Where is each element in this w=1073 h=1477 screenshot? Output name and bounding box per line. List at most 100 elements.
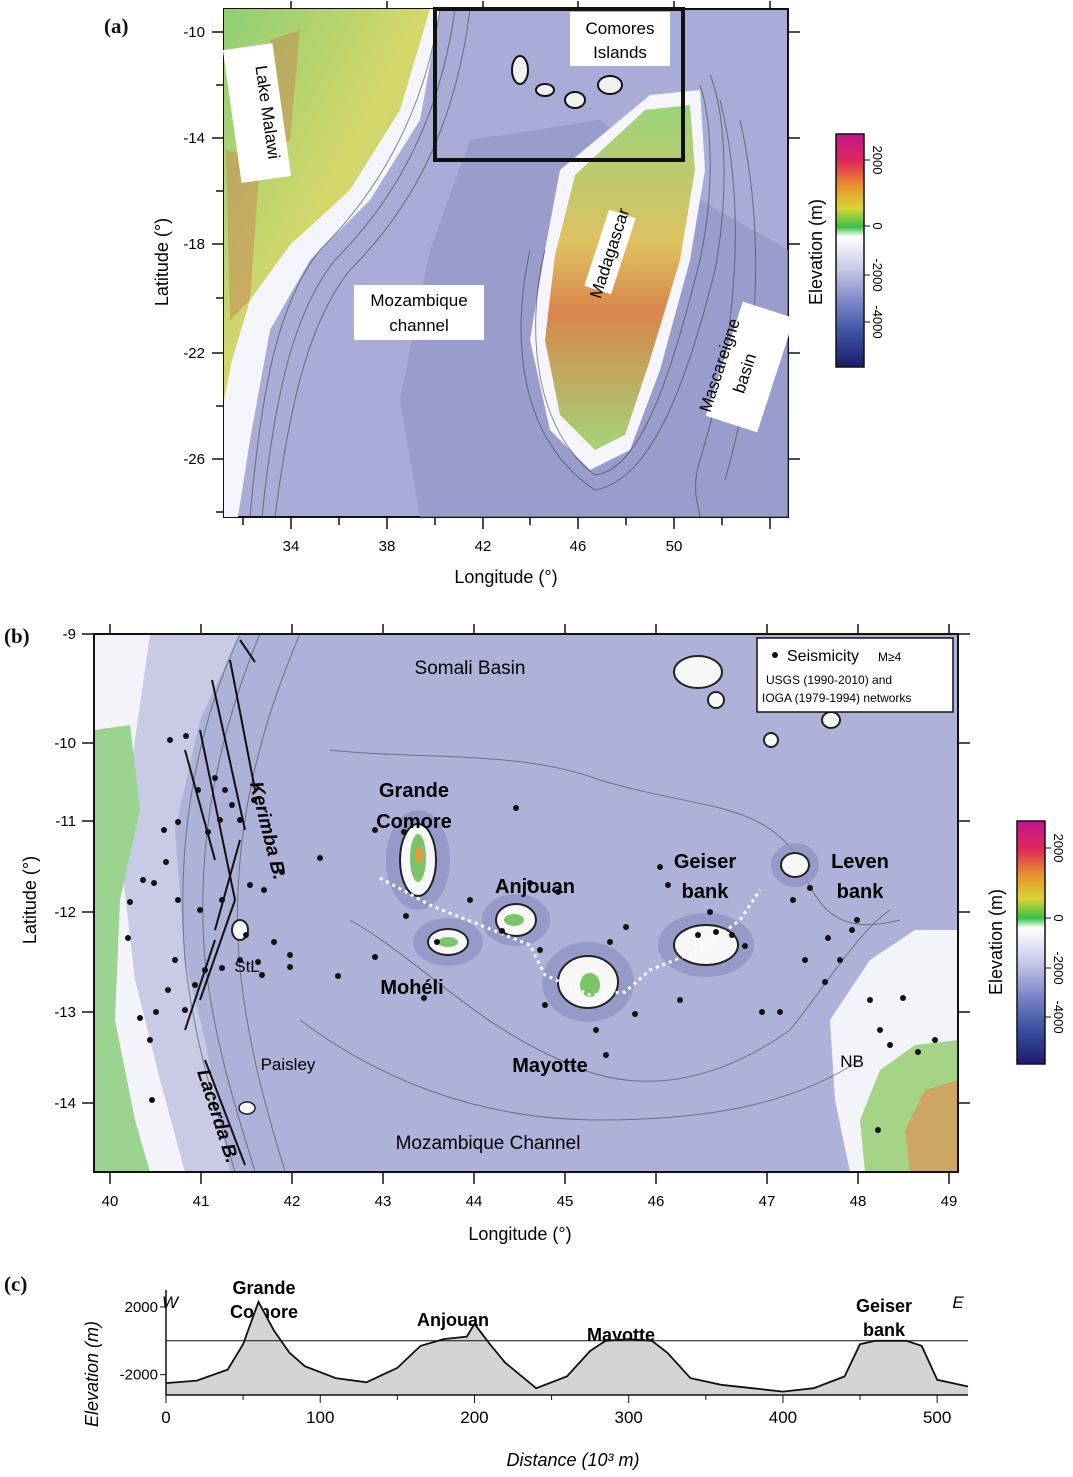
x-tick-label: 0 (161, 1408, 170, 1427)
grande-comore-label: Grande (379, 780, 449, 802)
x-tick-label: 500 (923, 1408, 951, 1427)
a-cbar-tick: 2000 (870, 146, 885, 175)
b-ylabel: Latitude (°) (20, 856, 40, 944)
a-xlabel: Longitude (°) (454, 567, 557, 587)
peak-label: bank (863, 1320, 906, 1340)
b-ytick: -11 (55, 813, 76, 830)
b-xtick: 43 (375, 1193, 392, 1210)
peak-label: Grande (232, 1278, 295, 1298)
svg-text:M≥4: M≥4 (878, 650, 902, 664)
a-cbar-tick: -2000 (870, 258, 885, 291)
profile-area (166, 1301, 968, 1395)
seismicity-legend: Seismicity M≥4 USGS (1990-2010) and IOGA… (756, 637, 954, 713)
a-colorbar (835, 133, 865, 368)
panel-a-map: 34 38 42 46 50 -10 -14 -18 -22 -26 Longi… (152, 1, 885, 587)
a-cbar-tick: 0 (870, 222, 885, 229)
b-xtick: 40 (102, 1193, 119, 1210)
mayotte-island (542, 942, 634, 1022)
a-ytick: -18 (183, 236, 205, 253)
seismicity-dots (125, 733, 938, 1133)
a-xtick: 34 (283, 538, 300, 555)
x-tick-label: 100 (306, 1408, 334, 1427)
anjouan-label: Anjouan (495, 876, 575, 898)
a-xtick: 42 (475, 538, 492, 555)
comores-box (433, 7, 685, 162)
a-ytick: -26 (183, 451, 205, 468)
nb-label: NB (840, 1052, 864, 1071)
svg-text:USGS (1990-2010) and: USGS (1990-2010) and (766, 673, 892, 687)
africa-land-b (94, 725, 150, 1172)
mozambique-label: channel (389, 316, 449, 335)
b-xtick: 48 (850, 1193, 867, 1210)
b-colorbar (1016, 820, 1046, 1065)
b-ytick: -13 (54, 1004, 76, 1021)
west-label: W (162, 1293, 180, 1312)
panel-c-label: (c) (4, 1272, 28, 1296)
peak-label: Anjouan (417, 1310, 489, 1330)
b-ytick: -9 (63, 626, 76, 643)
a-ytick: -10 (183, 24, 205, 41)
x-tick-label: 300 (615, 1408, 643, 1427)
panel-c-profile: W E Grande Comore Anjouan Mayotte Geiser… (82, 1278, 969, 1470)
b-cbar-label: Elevation (m) (986, 889, 1006, 995)
a-xtick: 50 (666, 538, 683, 555)
b-ytick: -12 (54, 904, 76, 921)
madagascar-land (545, 105, 695, 450)
profile-line-series (165, 1299, 969, 1393)
leven-label: Leven (831, 851, 889, 873)
y-tick-label: -2000 (120, 1367, 158, 1384)
a-ylabel: Latitude (°) (152, 218, 172, 306)
b-xtick: 41 (193, 1193, 210, 1210)
moheli-island (413, 918, 483, 966)
svg-text:Seismicity: Seismicity (787, 648, 859, 665)
anjouan-island (482, 894, 550, 946)
profile-line (379, 876, 762, 997)
a-cbar-label: Elevation (m) (806, 199, 826, 305)
peak-label: Geiser (856, 1296, 912, 1316)
leven-label: bank (837, 881, 885, 903)
leven-bank (771, 843, 819, 887)
stl-label: StL (234, 957, 260, 976)
panel-a-label: (a) (104, 14, 129, 38)
b-xtick: 45 (557, 1193, 574, 1210)
b-xtick: 44 (466, 1193, 483, 1210)
geiser-label: bank (682, 881, 730, 903)
somali-basin-label: Somali Basin (415, 658, 526, 679)
a-xtick: 38 (379, 538, 396, 555)
b-xtick: 42 (284, 1193, 301, 1210)
geiser-bank (658, 913, 754, 977)
c-xlabel: Distance (10³ m) (506, 1450, 639, 1470)
b-cbar-tick: 0 (1051, 914, 1066, 921)
b-xtick: 47 (759, 1193, 776, 1210)
b-xtick: 46 (648, 1193, 665, 1210)
grande-comore-island (386, 810, 450, 910)
b-xlabel: Longitude (°) (468, 1224, 571, 1244)
b-cbar-tick: -2000 (1051, 951, 1066, 984)
a-xtick: 46 (570, 538, 587, 555)
c-ylabel: Elevation (m) (82, 1321, 102, 1427)
b-ytick: -14 (54, 1095, 76, 1112)
x-tick-label: 200 (460, 1408, 488, 1427)
b-ytick: -10 (54, 735, 76, 752)
northern-seamounts (231, 655, 841, 1115)
y-tick-label: 2000 (125, 1299, 158, 1316)
mozambique-channel-label: Mozambique Channel (396, 1133, 581, 1154)
x-tick-label: 400 (769, 1408, 797, 1427)
svg-text:IOGA (1979-1994) networks: IOGA (1979-1994) networks (762, 691, 911, 705)
grande-comore-label: Comore (376, 811, 452, 833)
fault-lines (184, 639, 256, 1166)
a-ytick: -22 (183, 345, 205, 362)
mayotte-label: Mayotte (512, 1055, 588, 1077)
paisley-label: Paisley (261, 1055, 316, 1074)
comores-label: Islands (593, 43, 647, 62)
east-label: E (952, 1293, 964, 1312)
moheli-label: Mohéli (380, 977, 443, 999)
b-cbar-tick: -4000 (1051, 1000, 1066, 1033)
comores-label: Comores (586, 19, 655, 38)
geiser-label: Geiser (674, 851, 736, 873)
panel-b-label: (b) (4, 624, 30, 648)
b-xtick: 49 (941, 1193, 958, 1210)
a-ytick: -14 (183, 130, 205, 147)
lake-malawi-annot: Lake Malawi (222, 43, 292, 183)
panel-b-map: 40 41 42 43 44 45 46 47 48 49 -9 -10 -11… (20, 624, 1066, 1244)
